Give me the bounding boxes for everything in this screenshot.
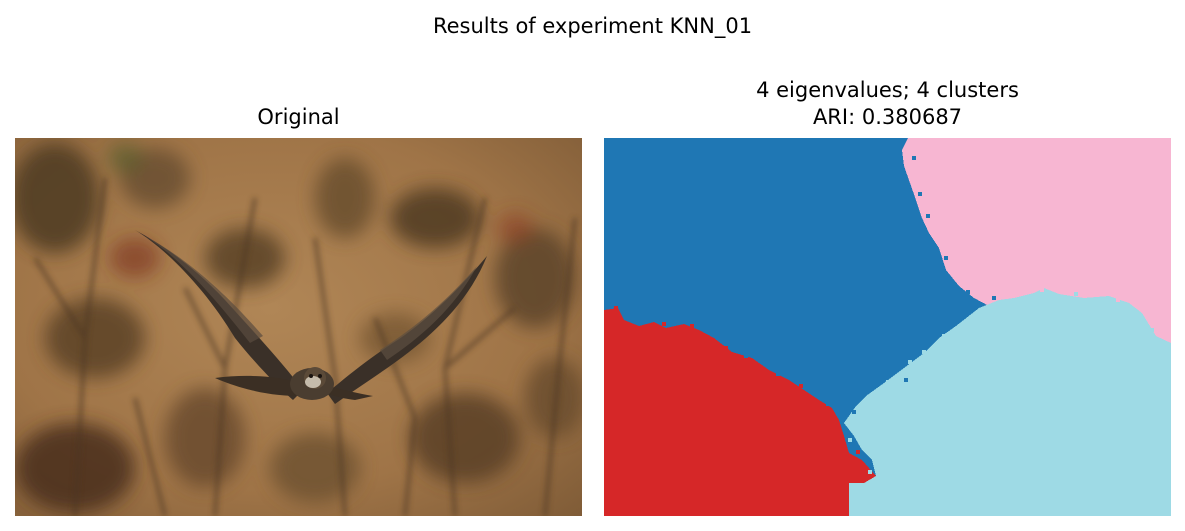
figure-suptitle: Results of experiment KNN_01 [432, 14, 753, 38]
hawk-photo [15, 138, 582, 516]
boundary-noise [614, 146, 1154, 474]
cluster-cyan [844, 288, 1171, 516]
original-panel-title: Original [257, 105, 340, 129]
segmentation-map [604, 138, 1171, 516]
segmentation-title-line2: ARI: 0.380687 [812, 105, 963, 129]
segmentation-clusters [604, 138, 1171, 516]
segmentation-panel-title: 4 eigenvalues; 4 clusters ARI: 0.380687 [604, 77, 1171, 131]
cluster-red [604, 308, 876, 516]
hawk [135, 230, 487, 404]
original-image [15, 138, 582, 516]
segmentation-title-line1: 4 eigenvalues; 4 clusters [756, 78, 1019, 102]
